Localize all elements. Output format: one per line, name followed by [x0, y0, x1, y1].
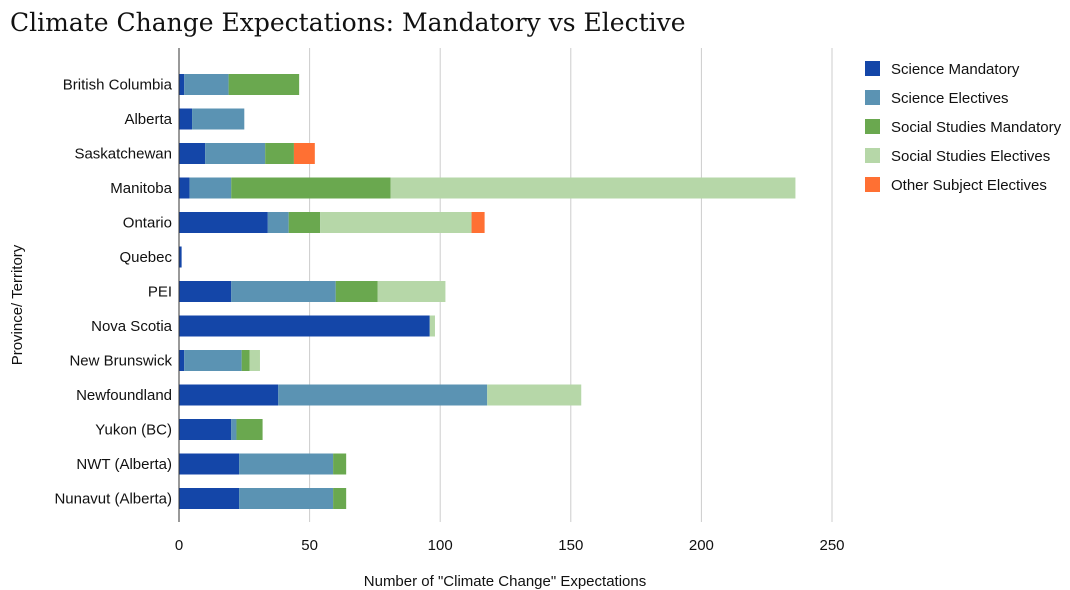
bar-manitoba-science-electives	[189, 177, 232, 199]
bar-newfoundland-science-mandatory	[179, 384, 279, 406]
bar-new-brunswick-science-mandatory	[179, 350, 185, 371]
bar-quebec-science-mandatory	[179, 246, 182, 268]
bar-nwt-alberta-science-mandatory	[179, 453, 240, 475]
x-tick-label: 0	[175, 537, 183, 554]
bar-ontario-science-electives	[267, 212, 289, 233]
bar-nwt-alberta-science-electives	[239, 453, 334, 475]
bar-manitoba-social-studies-electives	[390, 177, 796, 199]
bar-ontario-social-studies-electives	[320, 212, 472, 233]
x-tick-label: 100	[428, 537, 453, 554]
bar-ontario-science-mandatory	[179, 212, 268, 233]
category-label: Manitoba	[110, 180, 172, 197]
category-label: British Columbia	[63, 77, 173, 94]
bar-british-columbia-science-electives	[184, 74, 229, 95]
bar-pei-science-electives	[231, 281, 336, 302]
category-label: New Brunswick	[69, 353, 172, 370]
category-labels: British Columbia Alberta Saskatchewan Manit…	[54, 77, 172, 508]
bar-newfoundland-science-electives	[278, 384, 488, 406]
bar-saskatchewan-science-mandatory	[179, 143, 206, 164]
bar-nunavut-alberta-science-electives	[239, 488, 334, 509]
bar-nova-scotia-science-mandatory	[179, 315, 430, 337]
bar-yukon-bc-science-mandatory	[179, 419, 232, 440]
bar-newfoundland-social-studies-electives	[487, 384, 582, 406]
category-label: Saskatchewan	[74, 146, 172, 163]
bar-nunavut-alberta-science-mandatory	[179, 488, 240, 509]
legend-label: Social Studies Mandatory	[891, 119, 1062, 136]
legend-swatch-other-subject-electives	[865, 177, 880, 192]
category-label: PEI	[148, 284, 172, 301]
bar-nova-scotia-social-studies-electives	[429, 315, 435, 337]
category-label: NWT (Alberta)	[76, 456, 172, 473]
bar-pei-social-studies-mandatory	[335, 281, 378, 302]
chart-title: Climate Change Expectations: Mandatory v…	[10, 8, 686, 37]
category-label: Nova Scotia	[91, 318, 173, 335]
x-tick-label: 200	[689, 537, 714, 554]
bar-saskatchewan-science-electives	[205, 143, 266, 164]
bar-yukon-bc-social-studies-mandatory	[236, 419, 263, 440]
category-label: Quebec	[119, 249, 172, 266]
legend-swatch-social-studies-mandatory	[865, 119, 880, 134]
bar-manitoba-science-mandatory	[179, 177, 190, 199]
x-tick-label: 150	[558, 537, 583, 554]
bar-new-brunswick-social-studies-mandatory	[241, 350, 250, 371]
legend-label: Science Electives	[891, 90, 1009, 107]
legend-label: Social Studies Electives	[891, 148, 1050, 165]
legend: Science Mandatory Science Electives Social…	[865, 61, 1062, 194]
bars	[179, 74, 796, 509]
category-label: Newfoundland	[76, 387, 172, 404]
bar-pei-social-studies-electives	[377, 281, 446, 302]
bar-ontario-social-studies-mandatory	[288, 212, 321, 233]
bar-new-brunswick-science-electives	[184, 350, 242, 371]
bar-british-columbia-social-studies-mandatory	[228, 74, 300, 95]
category-label: Ontario	[123, 215, 172, 232]
y-axis-title: Province/ Territory	[9, 244, 26, 365]
legend-swatch-science-electives	[865, 90, 880, 105]
x-tick-label: 250	[819, 537, 844, 554]
bar-alberta-science-electives	[192, 108, 245, 130]
bar-british-columbia-science-mandatory	[179, 74, 185, 95]
bar-new-brunswick-social-studies-electives	[249, 350, 260, 371]
legend-swatch-science-mandatory	[865, 61, 880, 76]
legend-label: Science Mandatory	[891, 61, 1020, 78]
legend-label: Other Subject Electives	[891, 177, 1047, 194]
bar-yukon-bc-science-electives	[231, 419, 237, 440]
x-tick-labels: 0 50 100 150 200 250	[175, 537, 845, 554]
bar-nunavut-alberta-social-studies-mandatory	[333, 488, 347, 509]
bar-alberta-science-mandatory	[179, 108, 193, 130]
legend-swatch-social-studies-electives	[865, 148, 880, 163]
category-label: Alberta	[124, 111, 172, 128]
bar-saskatchewan-other-subject-electives	[293, 143, 315, 164]
bar-nwt-alberta-social-studies-mandatory	[333, 453, 347, 475]
bar-saskatchewan-social-studies-mandatory	[265, 143, 294, 164]
category-label: Yukon (BC)	[95, 422, 172, 439]
bar-ontario-other-subject-electives	[471, 212, 485, 233]
x-axis-title: Number of "Climate Change" Expectations	[364, 573, 646, 590]
bar-manitoba-social-studies-mandatory	[231, 177, 391, 199]
category-label: Nunavut (Alberta)	[54, 491, 172, 508]
bar-pei-science-mandatory	[179, 281, 232, 302]
x-tick-label: 50	[301, 537, 318, 554]
